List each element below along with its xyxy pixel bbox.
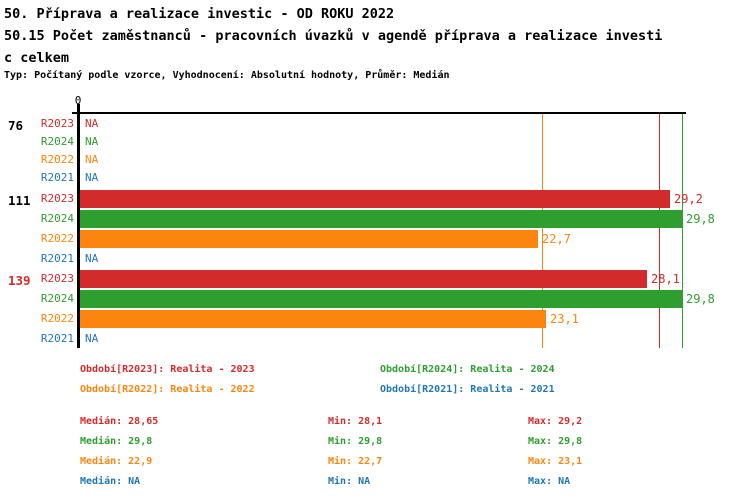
legend-item-R2024: Období[R2024]: Realita - 2024 xyxy=(380,364,555,375)
stat-median-R2022: Medián: 22,9 xyxy=(80,456,153,467)
bar-value-label: 23,1 xyxy=(550,312,579,326)
bar-R2023 xyxy=(80,270,647,288)
row-label-R2023: R2023 xyxy=(40,272,74,285)
x-axis-line xyxy=(72,112,686,114)
chart-title-line-1: 50. Příprava a realizace investic - OD R… xyxy=(4,6,395,22)
group-label-76: 76 xyxy=(8,118,24,133)
row-label-R2023: R2023 xyxy=(40,117,74,130)
na-label-R2021: NA xyxy=(85,252,99,265)
stat-median-R2024: Medián: 29,8 xyxy=(80,436,153,447)
row-label-R2022: R2022 xyxy=(40,232,74,245)
na-label-R2021: NA xyxy=(85,171,99,184)
legend-item-R2022: Období[R2022]: Realita - 2022 xyxy=(80,384,255,395)
row-label-R2024: R2024 xyxy=(40,212,74,225)
chart-title-line-3: c celkem xyxy=(4,50,70,66)
stat-max-R2021: Max: NA xyxy=(528,476,571,487)
row-label-R2024: R2024 xyxy=(40,292,74,305)
median-line-R2022 xyxy=(542,113,543,348)
row-label-R2024: R2024 xyxy=(40,135,74,148)
bar-value-label: 29,8 xyxy=(686,212,715,226)
chart-subtitle: Typ: Počítaný podle vzorce, Vyhodnocení:… xyxy=(4,70,450,81)
row-label-R2022: R2022 xyxy=(40,153,74,166)
row-label-R2023: R2023 xyxy=(40,192,74,205)
bar-value-label: 28,1 xyxy=(651,272,680,286)
median-line-R2024 xyxy=(682,113,683,348)
row-label-R2021: R2021 xyxy=(40,252,74,265)
chart-title-line-2: 50.15 Počet zaměstnanců - pracovních úva… xyxy=(4,28,663,44)
legend-item-R2023: Období[R2023]: Realita - 2023 xyxy=(80,364,255,375)
stat-min-R2023: Min: 28,1 xyxy=(328,416,383,427)
bar-value-label: 29,8 xyxy=(686,292,715,306)
na-label-R2023: NA xyxy=(85,117,99,130)
stat-min-R2024: Min: 29,8 xyxy=(328,436,383,447)
bar-R2022 xyxy=(80,310,546,328)
x-axis-zero-tick-label: 0 xyxy=(74,94,82,107)
y-axis-line xyxy=(77,104,80,348)
bar-R2023 xyxy=(80,190,670,208)
bar-R2022 xyxy=(80,230,538,248)
stat-max-R2022: Max: 23,1 xyxy=(528,456,583,467)
bar-value-label: 22,7 xyxy=(542,232,571,246)
group-label-139: 139 xyxy=(8,273,31,288)
stat-min-R2022: Min: 22,7 xyxy=(328,456,383,467)
stat-median-R2023: Medián: 28,65 xyxy=(80,416,159,427)
bar-R2024 xyxy=(80,210,682,228)
stat-min-R2021: Min: NA xyxy=(328,476,371,487)
bar-value-label: 29,2 xyxy=(674,192,703,206)
stat-median-R2021: Medián: NA xyxy=(80,476,141,487)
row-label-R2021: R2021 xyxy=(40,171,74,184)
median-line-R2023 xyxy=(659,113,660,348)
row-label-R2021: R2021 xyxy=(40,332,74,345)
stat-max-R2024: Max: 29,8 xyxy=(528,436,583,447)
row-label-R2022: R2022 xyxy=(40,312,74,325)
na-label-R2021: NA xyxy=(85,332,99,345)
stat-max-R2023: Max: 29,2 xyxy=(528,416,583,427)
group-label-111: 111 xyxy=(8,193,31,208)
na-label-R2024: NA xyxy=(85,135,99,148)
na-label-R2022: NA xyxy=(85,153,99,166)
bar-R2024 xyxy=(80,290,682,308)
legend-item-R2021: Období[R2021]: Realita - 2021 xyxy=(380,384,555,395)
